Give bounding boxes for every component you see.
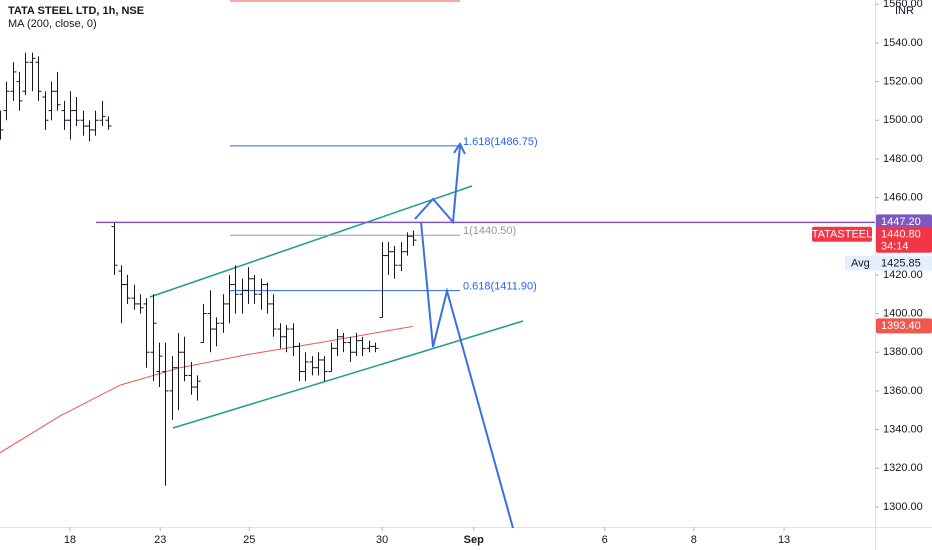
fib-label: 1.618(1486.75) xyxy=(463,136,538,148)
x-tick-label: Sep xyxy=(464,534,484,546)
y-tick-label: 1460.00 xyxy=(883,191,923,203)
x-tick-label: 18 xyxy=(64,534,76,546)
indicator-name: MA (200, close, 0) xyxy=(8,18,97,30)
y-tick-label: 1500.00 xyxy=(883,114,923,126)
last-price-tag-label: 1440.80 xyxy=(881,229,921,241)
channel-upper xyxy=(149,185,473,298)
channel-lower xyxy=(172,320,524,429)
countdown: 34:14 xyxy=(881,241,909,253)
ma-tag-box xyxy=(876,318,932,334)
y-tick-label: 1340.00 xyxy=(883,423,923,435)
symbol-box xyxy=(812,226,872,242)
fib-label: 0.618(1411.90) xyxy=(463,280,537,292)
y-tick-label: 1560.00 xyxy=(883,0,923,10)
avg-label: 1425.85 xyxy=(881,258,921,270)
level-tag-box xyxy=(876,214,932,230)
x-tick-label: 8 xyxy=(691,534,697,546)
y-tick-label: 1400.00 xyxy=(883,307,923,319)
chart-title: TATA STEEL LTD, 1h, NSE xyxy=(8,5,144,17)
y-tick-label: 1540.00 xyxy=(883,37,923,49)
y-tick-label: 1520.00 xyxy=(883,75,923,87)
arrow-head xyxy=(453,142,466,155)
projection-down xyxy=(420,221,514,529)
y-tick-label: 1480.00 xyxy=(883,153,923,165)
y-tick-label: 1320.00 xyxy=(883,462,923,474)
x-tick-label: 6 xyxy=(602,534,608,546)
x-tick-label: 13 xyxy=(778,534,790,546)
x-tick-label: 30 xyxy=(376,534,388,546)
y-tick-label: 1300.00 xyxy=(883,501,923,513)
level-tag-label: 1447.20 xyxy=(881,216,921,228)
avg-box xyxy=(845,255,932,271)
currency: INR xyxy=(895,5,914,17)
x-tick-label: 23 xyxy=(154,534,166,546)
x-tick-label: 25 xyxy=(243,534,255,546)
fib-label: 1(1440.50) xyxy=(463,225,516,237)
projection-up xyxy=(414,145,461,225)
y-tick-label: 1380.00 xyxy=(883,346,923,358)
ma-line xyxy=(0,325,413,454)
symbol-label: TATASTEEL xyxy=(812,229,873,241)
ma-tag-label: 1393.40 xyxy=(881,320,921,332)
avg-name: Avg xyxy=(851,258,870,270)
last-price-tag-box xyxy=(876,226,932,253)
y-tick-label: 1360.00 xyxy=(883,385,923,397)
y-tick-label: 1420.00 xyxy=(883,269,923,281)
